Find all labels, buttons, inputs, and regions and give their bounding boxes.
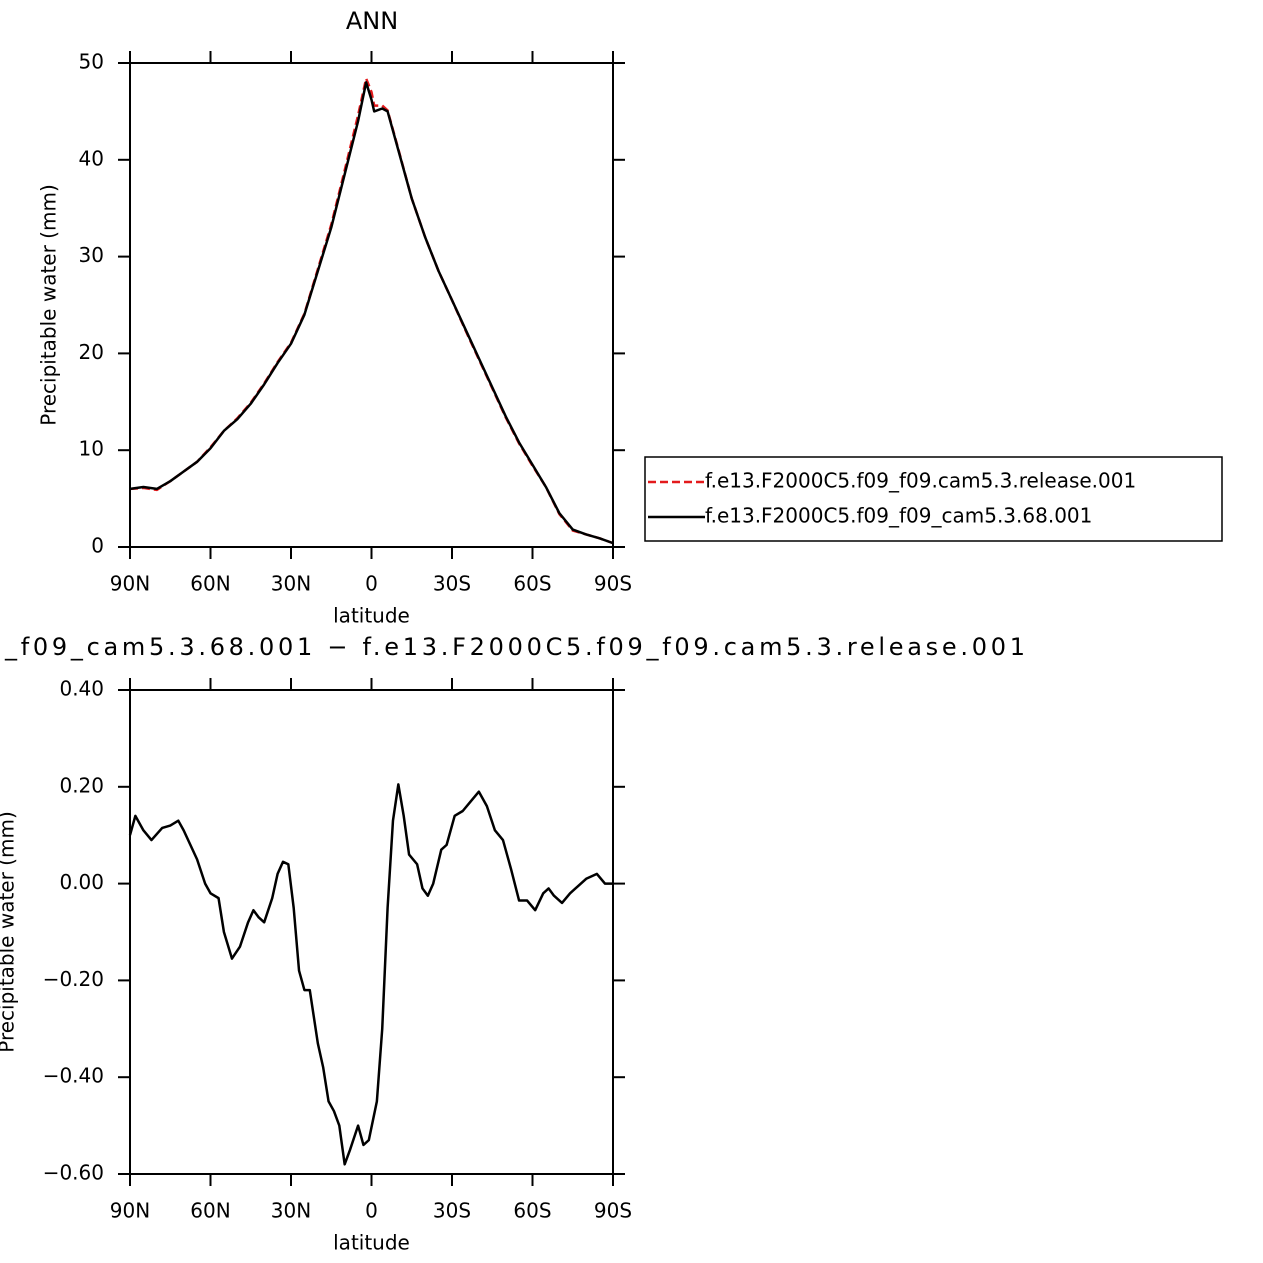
x-tick-label: 0 bbox=[365, 1199, 378, 1223]
x-tick-label: 90N bbox=[110, 572, 150, 596]
y-tick-label: 10 bbox=[79, 437, 104, 461]
chart-title: ANN bbox=[346, 7, 398, 35]
plot-frame bbox=[129, 689, 614, 1175]
x-tick-label: 0 bbox=[365, 572, 378, 596]
plot-frame bbox=[129, 62, 614, 548]
y-tick-label: 20 bbox=[79, 340, 104, 364]
x-tick-label: 60N bbox=[190, 1199, 230, 1223]
chart-title: _f09_cam5.3.68.001 − f.e13.F2000C5.f09_f… bbox=[4, 633, 1025, 661]
data-line bbox=[128, 783, 613, 1166]
x-tick-label: 60N bbox=[190, 572, 230, 596]
y-tick-label: 0.20 bbox=[59, 773, 104, 797]
x-tick-label: 90S bbox=[594, 572, 632, 596]
x-tick-label: 60S bbox=[513, 1199, 551, 1223]
x-tick-label: 30S bbox=[433, 1199, 471, 1223]
y-tick-label: −0.20 bbox=[43, 967, 104, 991]
y-tick-label: 0.40 bbox=[59, 677, 104, 701]
data-line bbox=[129, 77, 614, 545]
y-tick-label: 50 bbox=[79, 50, 104, 74]
x-tick-label: 30S bbox=[433, 572, 471, 596]
y-tick-label: 0.00 bbox=[59, 870, 104, 894]
x-axis-label: latitude bbox=[333, 604, 410, 628]
x-axis-label: latitude bbox=[333, 1231, 410, 1255]
x-tick-label: 90N bbox=[110, 1199, 150, 1223]
y-axis-label: Precipitable water (mm) bbox=[0, 811, 19, 1053]
x-tick-label: 60S bbox=[513, 572, 551, 596]
legend-label: f.e13.F2000C5.f09_f09.cam5.3.release.001 bbox=[705, 469, 1136, 493]
y-tick-label: 40 bbox=[79, 146, 104, 170]
legend-box bbox=[644, 456, 1223, 542]
x-tick-label: 30N bbox=[271, 572, 311, 596]
y-tick-label: −0.40 bbox=[43, 1064, 104, 1088]
data-line bbox=[129, 81, 614, 545]
y-tick-label: 30 bbox=[79, 243, 104, 267]
legend-label: f.e13.F2000C5.f09_f09_cam5.3.68.001 bbox=[705, 504, 1092, 528]
x-tick-label: 90S bbox=[594, 1199, 632, 1223]
legend: f.e13.F2000C5.f09_f09.cam5.3.release.001… bbox=[644, 456, 1223, 542]
y-tick-label: −0.60 bbox=[43, 1161, 104, 1185]
y-axis-label: Precipitable water (mm) bbox=[37, 184, 61, 426]
x-tick-label: 30N bbox=[271, 1199, 311, 1223]
y-tick-label: 0 bbox=[91, 534, 104, 558]
